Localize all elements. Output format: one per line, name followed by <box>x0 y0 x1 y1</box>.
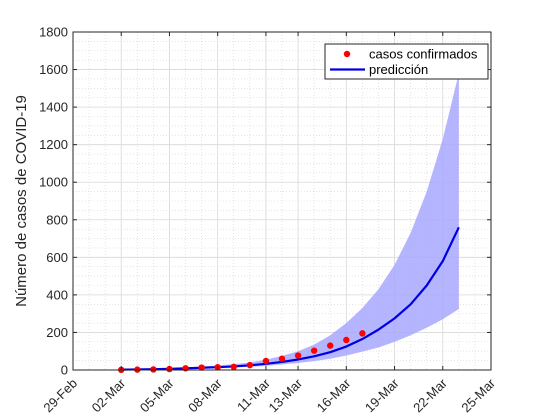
y-axis-label: Número de casos de COVID-19 <box>13 95 30 307</box>
y-tick-label: 1200 <box>39 137 68 152</box>
y-tick-label: 1600 <box>39 62 68 77</box>
y-tick-label: 0 <box>61 363 68 378</box>
y-tick-label: 400 <box>46 287 68 302</box>
confirmed-point <box>246 361 254 369</box>
y-tick-label: 1800 <box>39 25 68 40</box>
confirmed-point <box>198 364 205 371</box>
legend-marker-confirmed <box>343 50 351 58</box>
confirmed-point <box>230 363 237 371</box>
y-tick-label: 1400 <box>39 100 68 115</box>
confirmed-point <box>150 366 157 373</box>
y-tick-label: 600 <box>46 250 68 265</box>
prediction-line-layer <box>121 226 460 371</box>
confirmed-point <box>262 357 270 365</box>
confirmed-point <box>310 347 318 354</box>
y-tick-label: 200 <box>46 325 68 340</box>
prediction-line <box>121 226 460 371</box>
legend-label-confirmed: casos confirmados <box>369 47 478 62</box>
confirmed-point <box>327 342 334 349</box>
legend: casos confirmados predicción <box>324 43 489 80</box>
legend-box <box>324 43 489 80</box>
y-axis-ticks: 0 200 400 600 800 1000 1200 1400 1600 1800 <box>39 25 491 378</box>
confirmed-point <box>182 365 189 372</box>
legend-label-prediction: predicción <box>369 62 428 77</box>
prediction-band-layer <box>121 73 459 370</box>
y-tick-label: 1000 <box>39 175 68 190</box>
y-tick-label: 800 <box>46 212 68 227</box>
confirmed-point <box>294 352 302 359</box>
confirmed-point <box>343 336 350 344</box>
prediction-band <box>121 73 459 370</box>
plot-area-border <box>72 31 492 371</box>
confirmed-point <box>359 330 366 337</box>
confirmed-point <box>278 355 286 362</box>
